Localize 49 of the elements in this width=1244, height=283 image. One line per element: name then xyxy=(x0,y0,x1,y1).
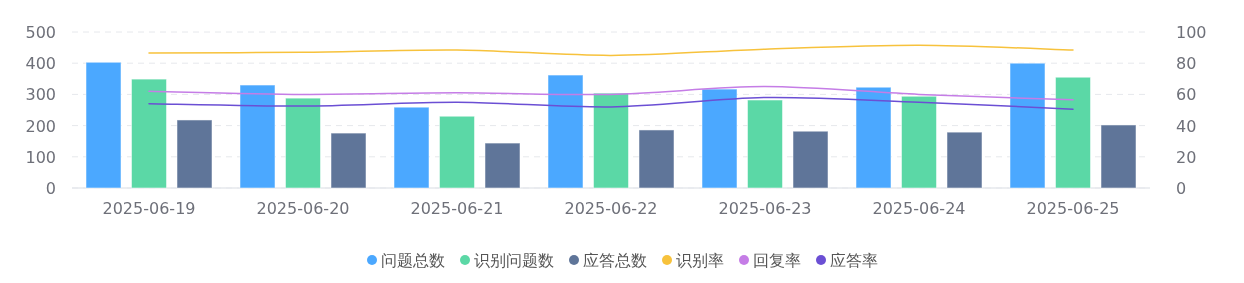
x-tick-label: 2025-06-20 xyxy=(256,199,350,218)
x-tick-label: 2025-06-23 xyxy=(718,199,812,218)
bar xyxy=(946,131,983,189)
bar xyxy=(593,92,629,189)
bar xyxy=(285,97,321,189)
y2-tick-label: 100 xyxy=(1176,23,1207,42)
y-tick-label: 200 xyxy=(25,116,56,136)
bar xyxy=(330,132,367,189)
y-tick-label: 0 xyxy=(45,179,56,198)
y-tick-label: 100 xyxy=(25,147,56,167)
bar xyxy=(747,99,783,189)
legend-label: 问题总数 xyxy=(381,251,445,270)
line-series xyxy=(148,85,1074,101)
y2-tick-label: 0 xyxy=(1176,179,1187,198)
legend-label: 应答总数 xyxy=(583,251,647,270)
bar xyxy=(484,142,521,189)
x-tick-label: 2025-06-21 xyxy=(410,199,504,218)
bar xyxy=(239,84,276,189)
x-tick-label: 2025-06-24 xyxy=(872,199,966,218)
x-tick-label: 2025-06-19 xyxy=(102,199,196,218)
legend-label: 识别问题数 xyxy=(474,251,554,270)
legend-label: 识别率 xyxy=(676,251,724,270)
y2-tick-label: 20 xyxy=(1176,147,1197,167)
line-series xyxy=(148,44,1074,57)
bar xyxy=(176,119,213,189)
y2-tick-label: 60 xyxy=(1176,85,1197,105)
y-tick-label: 400 xyxy=(25,54,56,74)
y2-tick-label: 80 xyxy=(1176,54,1197,74)
bar xyxy=(85,61,122,189)
bar xyxy=(393,106,430,189)
y2-tick-label: 40 xyxy=(1176,116,1197,136)
bar xyxy=(901,95,937,189)
bar xyxy=(1055,76,1091,189)
legend-label: 应答率 xyxy=(830,251,878,270)
bar xyxy=(792,130,829,189)
legend-label: 回复率 xyxy=(753,251,801,270)
bar xyxy=(701,88,738,189)
bar xyxy=(1009,62,1046,189)
x-tick-label: 2025-06-22 xyxy=(564,199,658,218)
x-tick-label: 2025-06-25 xyxy=(1026,199,1120,218)
bar xyxy=(638,129,675,189)
bar xyxy=(439,115,475,189)
y-tick-label: 500 xyxy=(25,23,56,42)
bar xyxy=(547,74,584,189)
bar xyxy=(1100,124,1137,189)
bar xyxy=(855,86,892,189)
y-tick-label: 300 xyxy=(25,85,56,105)
line-series xyxy=(148,96,1074,110)
bar xyxy=(131,78,167,189)
